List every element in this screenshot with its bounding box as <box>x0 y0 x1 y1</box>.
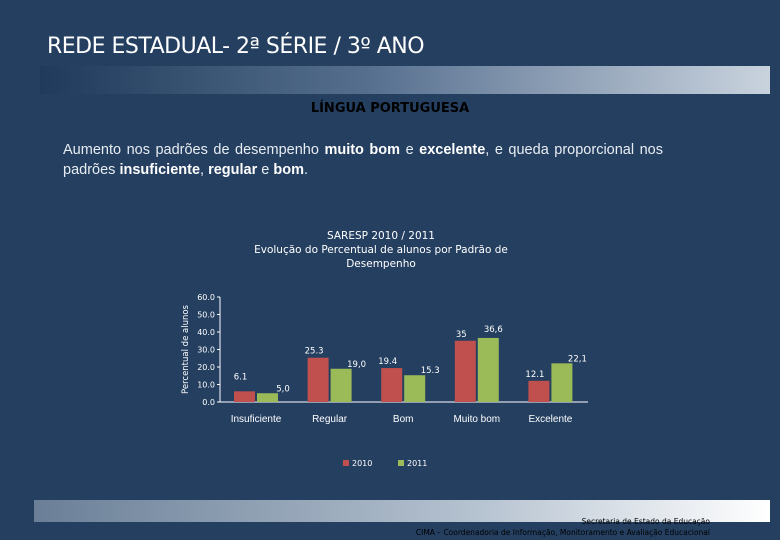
data-label-2010: 6.1 <box>234 372 248 382</box>
bar-chart: Percentual de alunos 0.0 10.0 20.0 30.0 40.0 5… <box>181 293 588 468</box>
slide-title: REDE ESTADUAL- 2ª SÉRIE / 3º ANO <box>47 34 425 59</box>
bar-2010 <box>454 340 476 402</box>
legend-label-2011: 2011 <box>407 459 427 468</box>
bar-2011 <box>257 393 278 402</box>
footer-cima: CIMA – Coordenadoria de Informação, Moni… <box>415 528 710 537</box>
legend-label-2010: 2010 <box>352 459 372 468</box>
bar-2011 <box>477 337 499 402</box>
y-tick-label: 0.0 <box>202 398 215 407</box>
legend-swatch-2011 <box>398 460 404 466</box>
y-tick-label: 20.0 <box>197 363 215 372</box>
category-label: Bom <box>393 414 414 425</box>
data-label-2010: 12.1 <box>525 370 544 380</box>
legend-swatch-2010 <box>343 460 349 466</box>
y-axis-label: Percentual de alunos <box>181 304 191 394</box>
y-tick-label: 30.0 <box>197 346 215 355</box>
bar-2010 <box>307 357 329 402</box>
y-tick-label: 60.0 <box>197 293 215 302</box>
data-label-2010: 35 <box>456 330 467 340</box>
footer-secretaria: Secretaria de Estado da Educação <box>581 517 710 526</box>
y-tick-label: 50.0 <box>197 311 215 320</box>
footer-bar <box>34 500 770 522</box>
category-label: Excelente <box>528 414 572 425</box>
subject-heading: LÍNGUA PORTUGUESA <box>310 101 470 116</box>
y-tick-label: 10.0 <box>197 381 215 390</box>
bar-2011 <box>551 363 573 402</box>
y-tick-label: 40.0 <box>197 328 215 337</box>
category-label: Regular <box>312 414 348 425</box>
bar-2010 <box>528 380 550 402</box>
data-label-2010: 19.4 <box>378 357 397 367</box>
title-banner <box>40 66 770 94</box>
bar-2011 <box>404 375 426 402</box>
emphasis-bom: bom <box>273 162 304 178</box>
emphasis-excelente: excelente <box>419 142 486 158</box>
emphasis-insuficiente: insuficiente <box>119 162 201 178</box>
bar-2010 <box>381 368 403 402</box>
chart-title: SARESP 2010 / 2011 Evolução do Percentua… <box>250 229 512 271</box>
data-label-2011: 15.3 <box>421 366 440 376</box>
category-label: Muito bom <box>453 414 500 425</box>
bar-2010 <box>234 391 255 402</box>
data-label-2011: 36,6 <box>484 325 503 335</box>
data-label-2011: 22,1 <box>568 354 587 364</box>
data-label-2011: 5,0 <box>276 384 290 394</box>
category-label: Insuficiente <box>231 414 282 425</box>
chart-title-line: Desempenho <box>346 258 416 270</box>
data-label-2011: 19,0 <box>347 360 366 370</box>
description-text: Aumento nos padrões de desempenho muito … <box>63 142 663 178</box>
chart-title-line: Evolução do Percentual de alunos por Pad… <box>254 244 508 256</box>
emphasis-muito-bom: muito bom <box>324 142 401 158</box>
bar-2011 <box>330 368 352 402</box>
chart-title-line: SARESP 2010 / 2011 <box>327 230 435 242</box>
data-label-2010: 25.3 <box>305 347 324 357</box>
emphasis-regular: regular <box>208 162 258 178</box>
